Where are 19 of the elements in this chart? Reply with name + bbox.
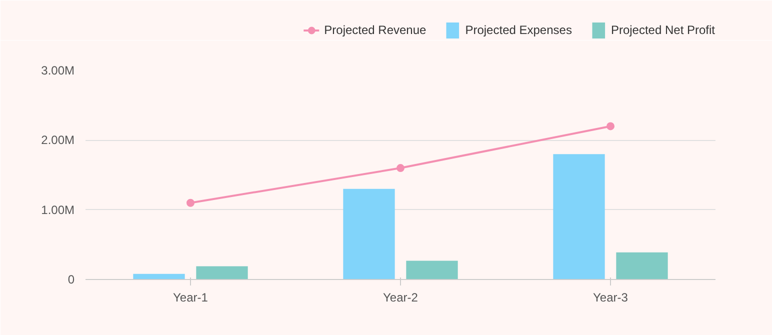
- y-tick-label: 3.00M: [41, 64, 75, 78]
- legend-label: Projected Revenue: [324, 23, 426, 37]
- bar: [133, 274, 185, 280]
- bar: [616, 252, 668, 280]
- bar: [553, 154, 605, 280]
- x-tick-label: Year-1: [173, 290, 208, 304]
- x-tick-label: Year-2: [383, 290, 418, 304]
- legend-label: Projected Net Profit: [610, 23, 715, 37]
- bar: [406, 260, 458, 280]
- legend-label: Projected Expenses: [465, 23, 572, 37]
- point: [396, 164, 404, 172]
- y-tick-label: 2.00M: [41, 133, 75, 148]
- bar: [196, 266, 248, 280]
- point: [606, 122, 614, 130]
- y-tick-label: 1.00M: [41, 202, 75, 217]
- bar: [343, 188, 395, 280]
- x-tick-label: Year-3: [593, 290, 628, 304]
- point: [186, 198, 194, 207]
- y-tick-label: 0: [68, 272, 75, 286]
